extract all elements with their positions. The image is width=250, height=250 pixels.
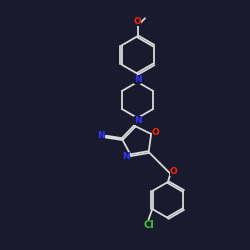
Text: O: O [170,167,177,176]
Text: N: N [134,75,141,84]
Text: Cl: Cl [143,220,154,230]
Text: O: O [134,17,141,26]
Text: N: N [122,152,130,161]
Text: O: O [152,128,160,137]
Text: N: N [134,116,141,125]
Text: N: N [97,131,105,140]
